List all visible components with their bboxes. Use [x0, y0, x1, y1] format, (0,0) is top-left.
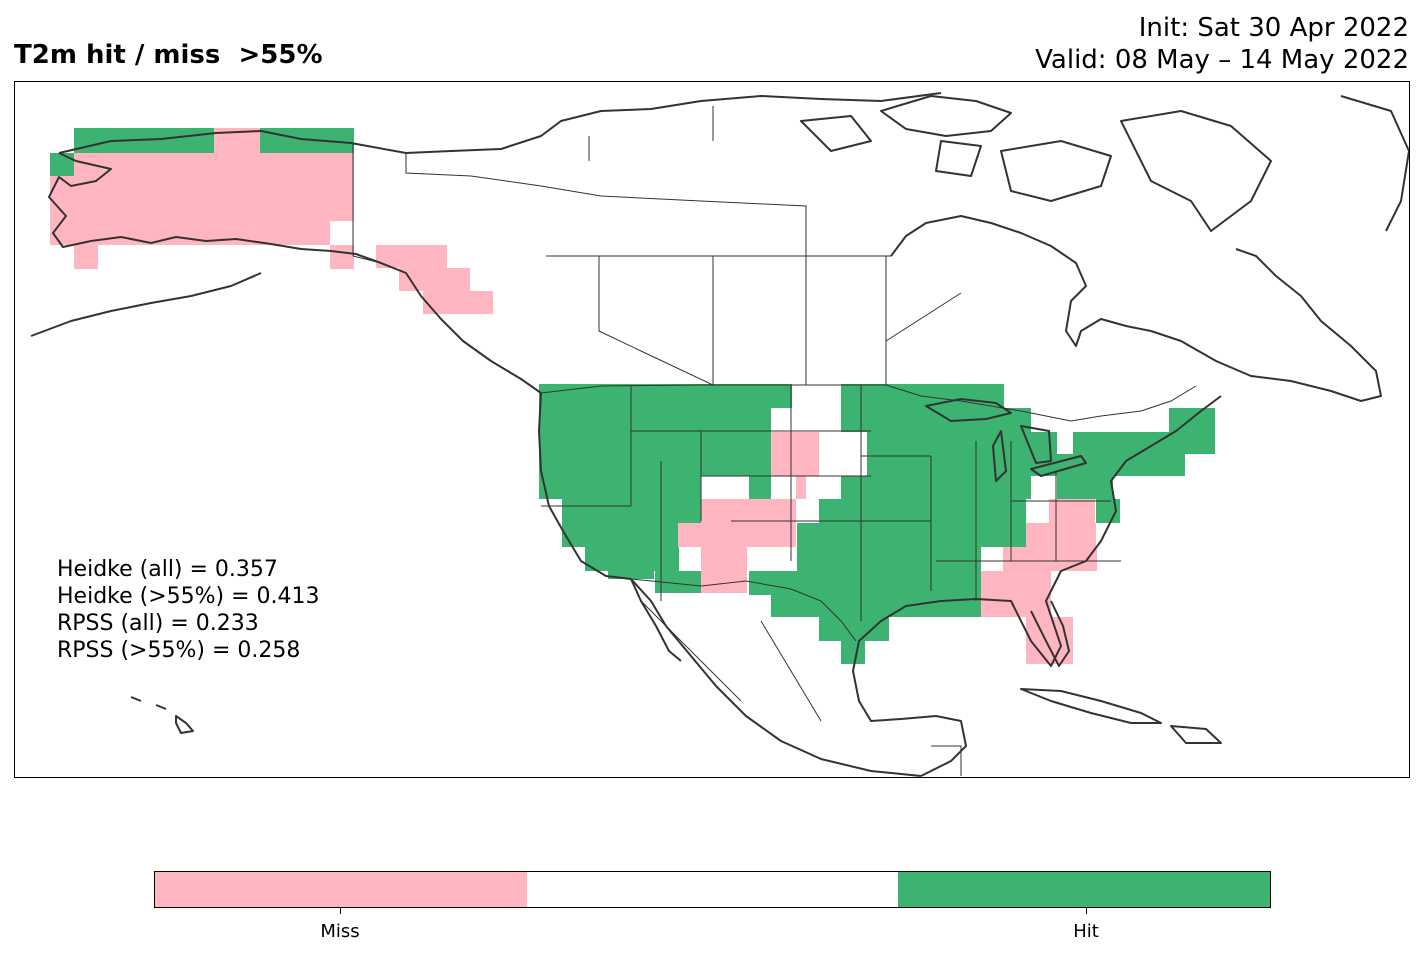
- alaska-canada-border: [352, 143, 382, 264]
- hit-cell: [867, 454, 1057, 476]
- heidke-55: Heidke (>55%) = 0.413: [57, 584, 320, 609]
- coastline-alaska-north: [58, 92, 942, 154]
- map-panel: [14, 81, 1410, 778]
- arctic-island-4: [935, 140, 982, 177]
- us-state-borders: [541, 385, 1121, 621]
- hit-cell: [771, 595, 981, 617]
- miss-cell: [399, 268, 470, 291]
- miss-cell: [1026, 523, 1096, 547]
- hit-cell: [1191, 432, 1215, 454]
- hit-cell: [539, 476, 701, 499]
- coastline-cuba: [1020, 688, 1162, 724]
- coastline-florida: [1030, 600, 1070, 667]
- rpss-all: RPSS (all) = 0.233: [57, 611, 259, 636]
- hit-cell: [841, 641, 865, 664]
- hit-cell: [608, 571, 654, 579]
- hit-cell: [771, 571, 981, 595]
- hit-cell: [539, 408, 771, 432]
- hit-cell: [1057, 476, 1113, 499]
- miss-cell: [330, 245, 354, 269]
- hit-cell: [1057, 454, 1185, 476]
- neutral-cell: [806, 476, 841, 499]
- neutral-cell: [819, 454, 867, 476]
- hit-cell: [1169, 408, 1215, 432]
- hit-cell: [1073, 432, 1193, 454]
- coastline-baja: [630, 578, 682, 662]
- valid-range: Valid: 08 May – 14 May 2022: [1035, 45, 1409, 75]
- coastline-gulf: [852, 395, 1222, 777]
- greenland-edge: [1340, 95, 1409, 232]
- coastline-labrador: [1150, 248, 1382, 402]
- lake-superior: [925, 398, 1012, 422]
- miss-cell: [74, 153, 354, 176]
- map-svg: [30, 92, 1409, 777]
- miss-cell: [50, 176, 354, 221]
- heidke-all: Heidke (all) = 0.357: [57, 557, 278, 582]
- coastlines: [30, 92, 1409, 777]
- hit-cell: [841, 476, 1031, 499]
- miss-cell: [701, 571, 747, 593]
- us-mexico-border: [630, 578, 857, 642]
- colorbar-neutral: [526, 872, 899, 907]
- coastline-hawaii: [130, 696, 194, 734]
- colorbar-label-hit: Hit: [1073, 921, 1099, 942]
- init-date: Init: Sat 30 Apr 2022: [1138, 13, 1409, 43]
- skill-scores: Heidke (all) = 0.357 Heidke (>55%) = 0.4…: [57, 556, 320, 664]
- hit-cell: [797, 547, 981, 571]
- lake-erie: [1030, 455, 1087, 477]
- hit-cell: [50, 153, 74, 176]
- hit-cell: [658, 577, 702, 593]
- arctic-island-1: [880, 95, 1012, 137]
- miss-cell: [981, 595, 1051, 617]
- miss-cell: [1003, 547, 1097, 571]
- miss-cell: [1049, 499, 1095, 523]
- hit-cell: [260, 128, 354, 153]
- arctic-island-5: [800, 115, 872, 152]
- canada-us-border: [540, 384, 1197, 422]
- hit-cell: [562, 523, 678, 547]
- colorbar-tick-hit: [1086, 908, 1087, 914]
- miss-cell: [981, 571, 1051, 595]
- rpss-55: RPSS (>55%) = 0.258: [57, 638, 301, 663]
- hit-cell: [539, 454, 771, 476]
- coastline-aleutians: [30, 272, 262, 337]
- colorbar: [154, 871, 1271, 908]
- hit-cell: [749, 476, 771, 499]
- neutral-cell: [794, 384, 841, 432]
- lake-huron: [1020, 425, 1052, 464]
- colorbar-hit: [898, 872, 1271, 907]
- coastline-hudson-bay: [890, 215, 1152, 347]
- arctic-island-2: [1000, 140, 1112, 202]
- miss-cell: [74, 245, 98, 269]
- arctic-island-3: [1120, 110, 1272, 232]
- miss-cell: [376, 245, 447, 268]
- canada-provinces: [405, 106, 962, 386]
- hit-cell: [819, 617, 889, 641]
- miss-cell: [701, 499, 796, 523]
- lake-michigan: [992, 430, 1007, 482]
- colorbar-miss: [155, 872, 527, 907]
- coastline-alaska: [48, 152, 542, 394]
- coastline-pacific: [538, 392, 922, 777]
- chart-title: T2m hit / miss >55%: [14, 40, 323, 70]
- hit-cell: [819, 499, 1026, 523]
- colorbar-label-miss: Miss: [320, 921, 360, 942]
- hit-cell: [867, 432, 1057, 454]
- miss-cell: [747, 523, 772, 547]
- forecast-dates: Init: Sat 30 Apr 2022 Valid: 08 May – 14…: [1035, 12, 1409, 76]
- miss-cell: [771, 432, 819, 476]
- hit-cell: [539, 432, 771, 454]
- neutral-cell: [819, 432, 867, 454]
- miss-cell: [423, 291, 493, 314]
- hit-cell: [797, 523, 1026, 547]
- coastline-hispaniola: [1170, 725, 1222, 744]
- miss-cell: [701, 547, 747, 571]
- mexico-states: [640, 600, 962, 776]
- hit-cell: [585, 547, 679, 571]
- hit-cell: [539, 384, 792, 408]
- colorbar-tick-miss: [340, 908, 341, 914]
- forecast-cells: [50, 128, 1215, 664]
- political-borders: [352, 106, 1197, 776]
- miss-cell: [678, 523, 796, 547]
